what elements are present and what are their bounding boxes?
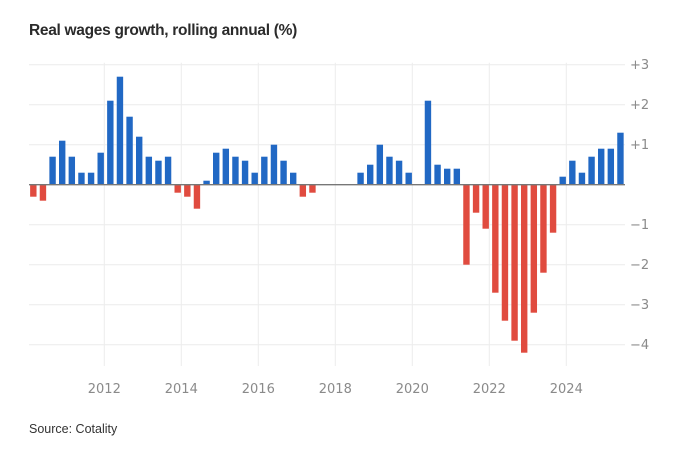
bar-2023Q3 [549,184,557,233]
bar-2025Q2 [617,132,624,185]
y-tick-labels: +3 +2 +1 −1 −2 −3 −4 [630,58,649,353]
bar-2021Q1 [453,168,461,185]
bar-2010Q2 [39,184,47,201]
bar-2023Q1 [530,184,538,313]
bar-2013Q4 [174,184,181,193]
bar-2016Q1 [261,156,268,185]
source-note: Source: Cotality [29,422,118,436]
bar-2011Q4 [97,152,104,185]
bar-2019Q1 [376,144,384,185]
bar-2015Q1 [222,148,230,185]
bar-2024Q1 [569,160,576,185]
bars [30,76,624,353]
bar-2012Q4 [136,136,143,185]
bar-2014Q3 [203,180,210,185]
bar-2017Q2 [309,184,316,193]
x-tick-labels: 2012 2014 2016 2018 2020 2022 2024 [88,382,583,397]
y-tick-label: +1 [630,138,649,153]
bar-2023Q4 [559,176,566,185]
y-tick-label: +2 [630,98,649,113]
x-tick-label: 2012 [88,382,121,397]
bar-2011Q2 [78,172,85,185]
y-tick-label: −1 [630,218,649,233]
bar-2013Q2 [155,160,162,185]
bar-2013Q3 [164,156,172,185]
x-tick-label: 2016 [242,382,275,397]
bar-2024Q3 [588,156,595,185]
bar-2024Q2 [578,172,586,185]
bar-2018Q3 [357,172,364,185]
bar-2022Q4 [521,184,528,353]
bar-2022Q1 [492,184,499,293]
bar-2016Q4 [290,172,297,185]
bar-2017Q1 [299,184,307,197]
bar-2019Q3 [395,160,403,185]
bar-2022Q3 [511,184,518,341]
bar-2020Q2 [424,100,432,185]
bar-2025Q1 [607,148,615,185]
bar-2021Q4 [482,184,489,229]
bar-2014Q4 [213,152,220,185]
bar-2014Q2 [193,184,201,209]
bar-2015Q2 [232,156,239,185]
bar-2010Q3 [49,156,56,185]
bar-2020Q3 [434,164,441,185]
bar-2015Q3 [241,160,249,185]
chart-title: Real wages growth, rolling annual (%) [29,22,297,39]
bar-2012Q1 [107,100,114,185]
bar-2021Q3 [472,184,480,213]
bar-2019Q2 [386,156,393,185]
bar-2011Q3 [87,172,95,185]
bar-2021Q2 [463,184,470,265]
y-tick-label: +3 [630,58,649,73]
y-tick-label: −4 [630,338,649,353]
bar-2020Q4 [444,168,451,185]
bar-2012Q2 [116,76,124,185]
bar-2010Q1 [30,184,37,197]
bar-2018Q4 [367,164,374,185]
x-gridlines [103,62,567,366]
y-tick-label: −3 [630,298,649,313]
bar-2012Q3 [126,116,133,185]
bar-2016Q3 [280,160,287,185]
bar-2016Q2 [270,144,278,185]
y-tick-label: −2 [630,258,649,273]
bar-2010Q4 [59,140,66,185]
x-tick-label: 2022 [473,382,506,397]
x-tick-label: 2018 [319,382,352,397]
bar-2011Q1 [68,156,76,185]
bar-2023Q2 [540,184,547,273]
x-tick-label: 2024 [550,382,583,397]
bar-2024Q4 [598,148,605,185]
bar-2013Q1 [145,156,153,185]
bar-2015Q4 [251,172,258,185]
x-tick-label: 2020 [396,382,429,397]
bar-2022Q2 [501,184,509,321]
bar-2014Q1 [184,184,191,197]
x-tick-label: 2014 [165,382,198,397]
bar-2019Q4 [405,172,412,185]
